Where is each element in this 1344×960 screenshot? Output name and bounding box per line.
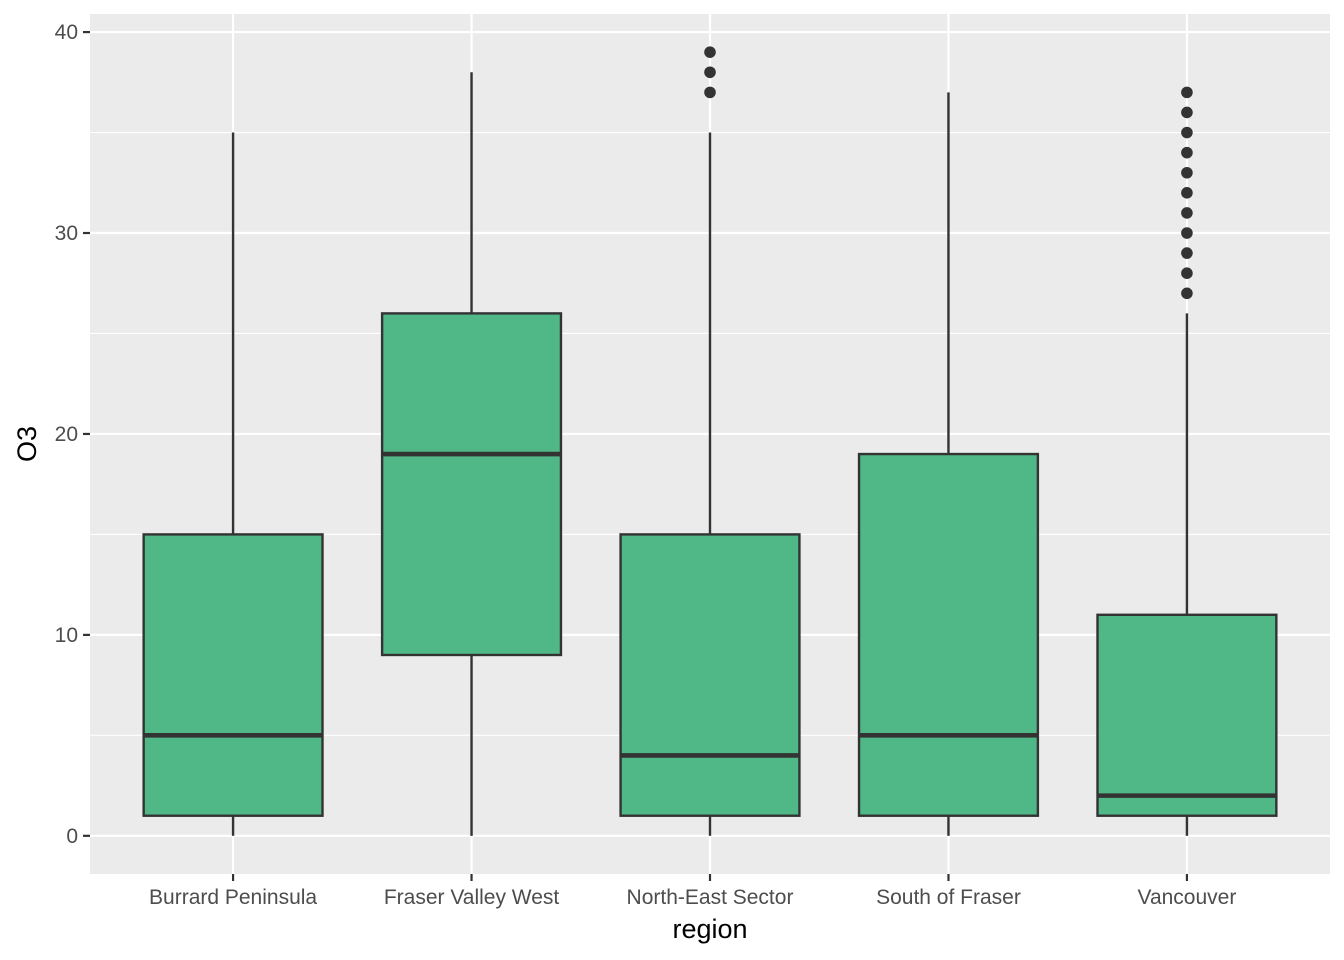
boxes-layer [142,46,1278,836]
outlier-point [1181,86,1193,99]
box [1096,613,1278,817]
outlier-point [1181,207,1193,219]
x-tick-label: Vancouver [1138,886,1237,909]
y-axis: 0 10 20 30 40 [55,21,90,848]
y-tick-label: 10 [55,624,78,647]
outlier-point [704,86,716,99]
outlier-point [1181,267,1193,280]
y-tick-label: 30 [55,222,78,245]
box [619,533,801,817]
x-tick-label: Burrard Peninsula [149,886,317,909]
box-group [380,72,563,836]
outlier-point [1181,247,1193,259]
y-tick-label: 40 [55,21,78,44]
outlier-point [1181,126,1193,139]
box-group [142,132,324,836]
outlier-point [1181,287,1193,300]
box-group [857,92,1040,836]
y-axis-title: O3 [12,426,42,462]
x-tick-label: North-East Sector [627,886,794,909]
outlier-point [1181,227,1193,239]
outlier-point [1181,187,1193,199]
y-tick-label: 0 [66,825,78,848]
outlier-point [1181,146,1193,159]
outlier-point [704,66,716,79]
x-tick-label: South of Fraser [876,886,1021,909]
y-tick-label: 20 [55,423,78,446]
outlier-point [1181,106,1193,119]
box-group [619,46,801,836]
outlier-point [1181,166,1193,179]
box [142,533,324,817]
outlier-point [704,46,716,58]
x-axis: Burrard Peninsula Fraser Valley West North… [149,874,1236,909]
box [857,452,1040,817]
box [380,312,563,657]
box-group [1096,86,1278,836]
x-tick-label: Fraser Valley West [384,886,560,909]
x-axis-title: region [672,914,747,944]
